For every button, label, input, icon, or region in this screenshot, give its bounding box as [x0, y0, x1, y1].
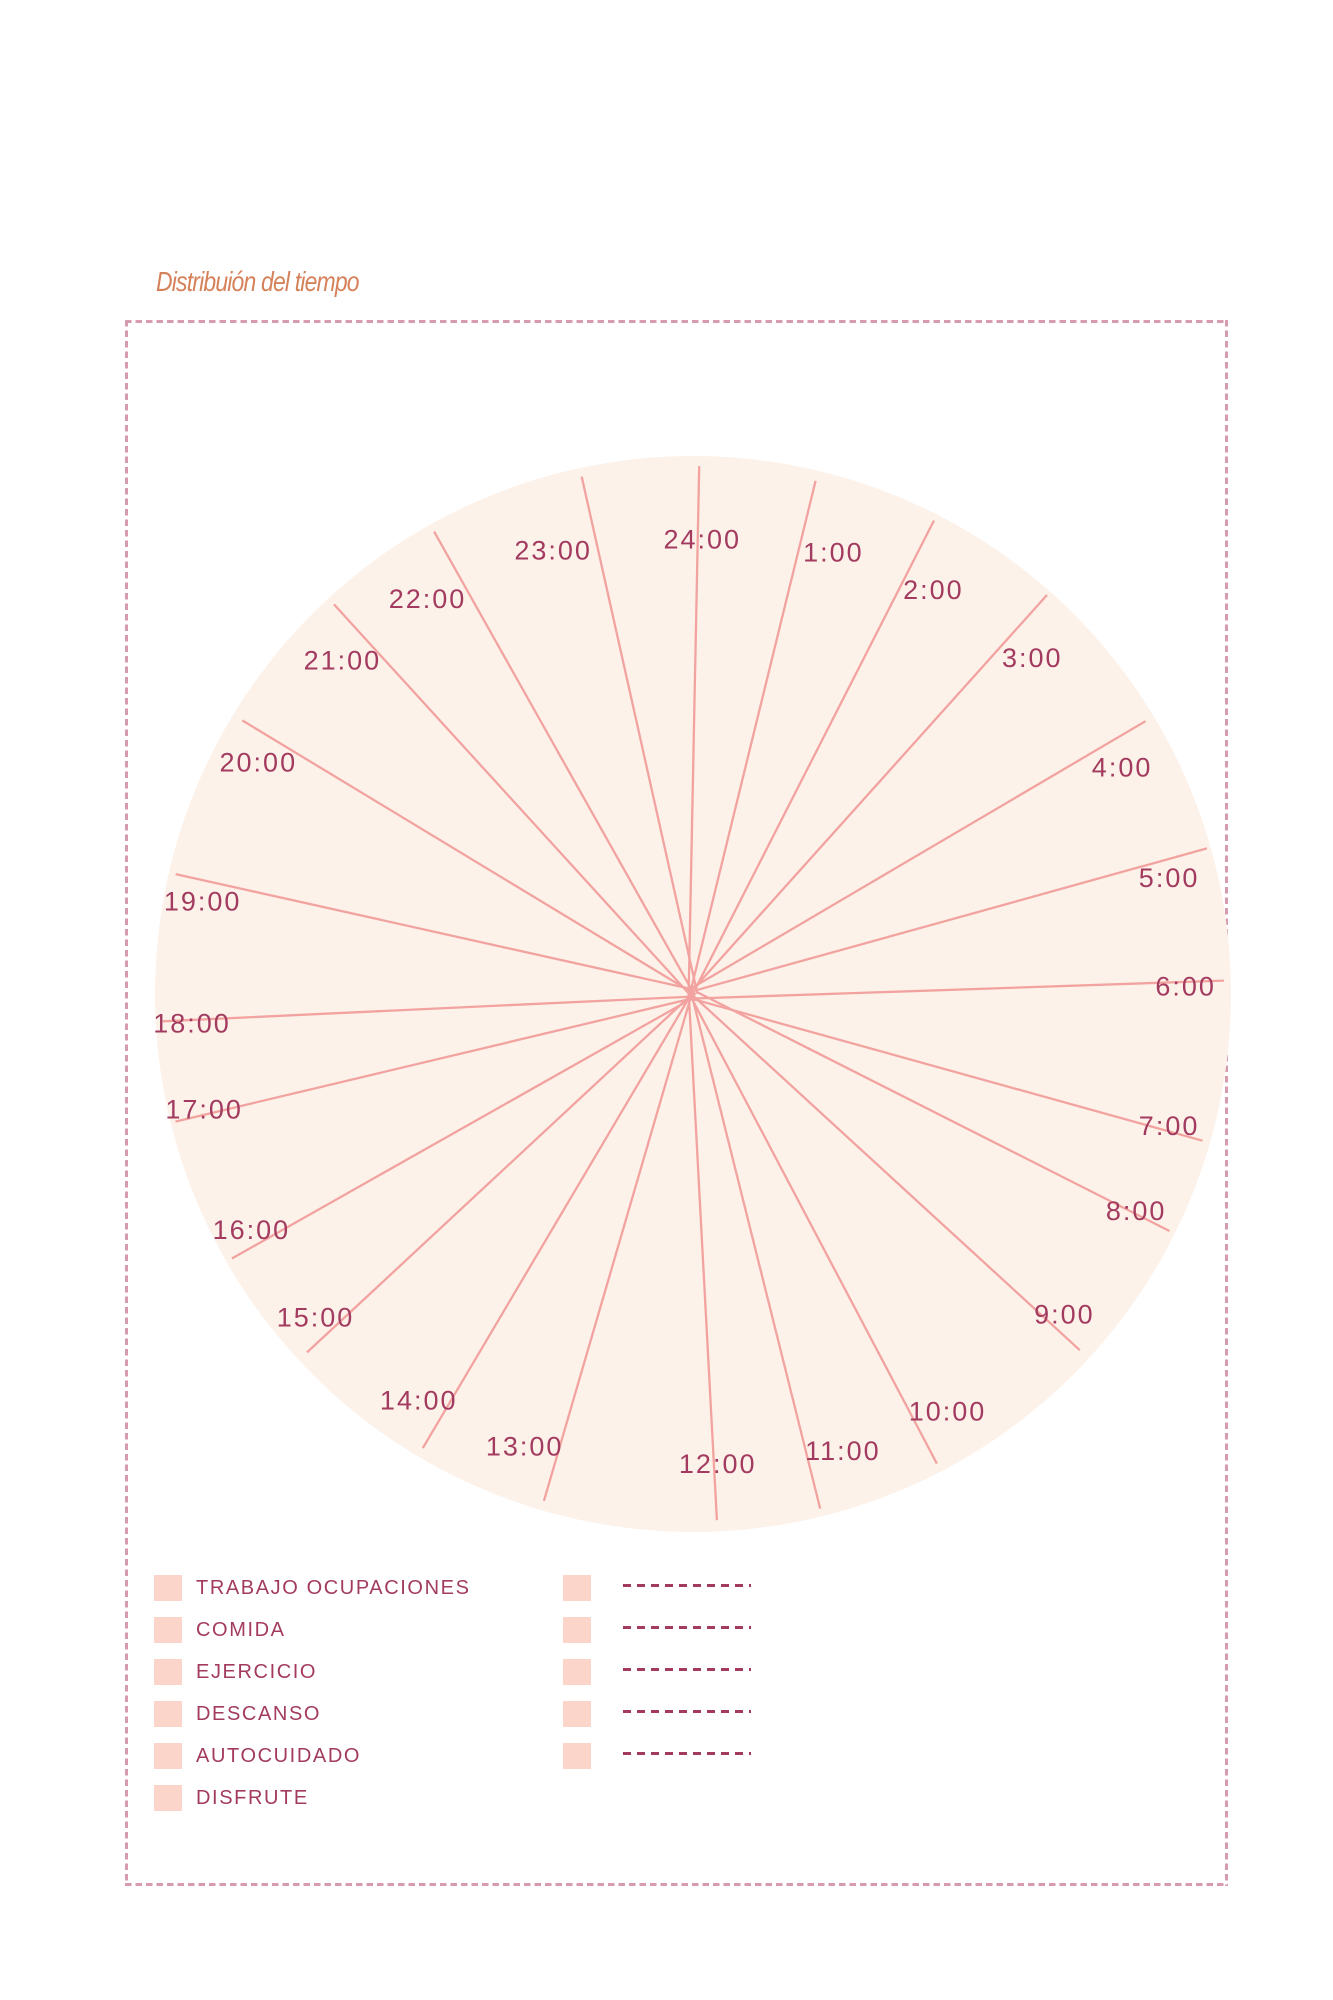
svg-text:2:00: 2:00	[903, 575, 964, 605]
svg-text:16:00: 16:00	[213, 1215, 291, 1245]
svg-text:13:00: 13:00	[486, 1431, 564, 1461]
svg-text:22:00: 22:00	[389, 584, 467, 614]
svg-text:14:00: 14:00	[380, 1385, 458, 1415]
svg-text:4:00: 4:00	[1092, 753, 1153, 783]
svg-text:1:00: 1:00	[803, 538, 864, 568]
svg-text:10:00: 10:00	[909, 1396, 987, 1426]
svg-text:9:00: 9:00	[1034, 1300, 1095, 1330]
svg-text:23:00: 23:00	[514, 536, 592, 566]
svg-text:7:00: 7:00	[1139, 1111, 1200, 1141]
svg-text:20:00: 20:00	[220, 748, 298, 778]
svg-text:12:00: 12:00	[679, 1449, 757, 1479]
svg-text:24:00: 24:00	[664, 525, 742, 555]
svg-text:11:00: 11:00	[805, 1436, 881, 1466]
svg-text:6:00: 6:00	[1155, 972, 1216, 1002]
svg-text:17:00: 17:00	[165, 1094, 243, 1124]
svg-text:21:00: 21:00	[304, 645, 382, 675]
svg-text:5:00: 5:00	[1139, 863, 1200, 893]
svg-text:19:00: 19:00	[164, 887, 242, 917]
svg-text:8:00: 8:00	[1106, 1196, 1167, 1226]
svg-text:3:00: 3:00	[1002, 643, 1063, 673]
svg-text:15:00: 15:00	[277, 1302, 355, 1332]
svg-text:18:00: 18:00	[153, 1009, 231, 1039]
